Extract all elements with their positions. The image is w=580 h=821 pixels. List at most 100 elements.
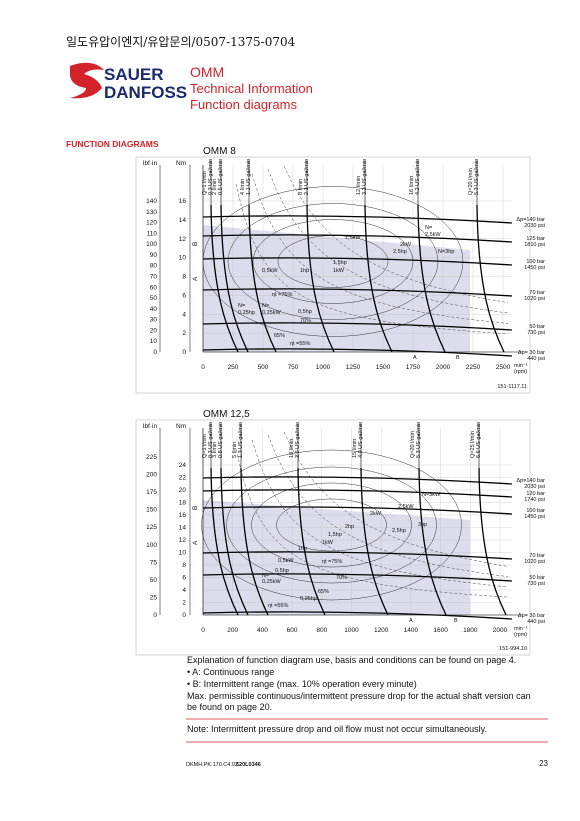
flow-line — [306, 204, 335, 353]
curve-label: ηt =75% — [322, 559, 342, 565]
x-tick-label: 2250 — [466, 364, 481, 371]
pressure-label: 1450 psi — [524, 265, 545, 271]
range-mark: A — [192, 540, 199, 545]
pressure-label: 1740 psi — [524, 497, 545, 503]
pressure-label: 440 psi — [527, 356, 545, 362]
curve-label: N= — [238, 303, 245, 309]
flow-label: Q=20 l/min — [410, 431, 416, 458]
diagram-title: OMM 8 — [203, 146, 236, 157]
header-note: 일도유압이엔지/유압문의/0507-1375-0704 — [66, 35, 296, 49]
lbf-tick-label: 225 — [146, 454, 157, 461]
curve-label: 2kW — [370, 511, 382, 517]
note: Note: Intermittent pressure drop and oil… — [187, 724, 487, 734]
nm-tick-label: 14 — [179, 217, 187, 224]
x-tick-label: 1250 — [346, 364, 361, 371]
logo: SAUER DANFOSS — [70, 62, 187, 102]
pressure-label: 70 bar — [529, 290, 545, 296]
nm-tick-label: 2 — [182, 600, 186, 607]
flow-label: 5 l/min — [232, 442, 238, 458]
lbf-tick-label: 140 — [146, 198, 157, 205]
pressure-label: 50 bar — [529, 324, 545, 330]
curve-label: ηt =55% — [290, 341, 310, 347]
flow-label: 4.2 US gal/min — [415, 159, 421, 195]
nm-tick-label: 14 — [179, 525, 187, 532]
nm-tick-label: 6 — [182, 575, 186, 582]
nm-tick-label: 8 — [182, 562, 186, 569]
curve-label: 1hp — [298, 546, 307, 552]
flow-line — [476, 204, 505, 353]
curve-label: 0,5kW — [278, 558, 294, 564]
curve-label: 2,5kW — [398, 504, 414, 510]
range-mark: B — [192, 242, 199, 246]
x-tick-label: 1000 — [344, 627, 359, 634]
subtitle: Function diagrams — [190, 97, 297, 112]
curve-label: ηt =75% — [272, 292, 292, 298]
nm-tick-label: 16 — [179, 512, 187, 519]
explanation-line: • B: Intermittent range (max. 10% operat… — [187, 679, 417, 689]
pressure-label: 50 bar — [529, 575, 545, 581]
flow-label: 5.3 US gal/min — [474, 159, 480, 195]
flow-line — [210, 204, 239, 353]
flow-label: 3.2 US gal/min — [362, 159, 368, 195]
pressure-line — [202, 322, 513, 331]
unit-label: lbf·in — [143, 423, 157, 430]
flow-label: 10 l/min — [289, 439, 295, 458]
nm-tick-label: 12 — [179, 236, 187, 243]
curve-label: A — [409, 618, 413, 624]
x-tick-label: 2000 — [436, 364, 451, 371]
nm-tick-label: 18 — [179, 500, 187, 507]
curve-label: 70% — [300, 318, 311, 324]
diagram-frame — [135, 419, 531, 656]
intermittent-range — [203, 500, 470, 615]
pressure-label: 70 bar — [529, 553, 545, 559]
curve-label: 0,25hp — [238, 310, 255, 316]
flow-line — [210, 467, 239, 616]
curve-label: 1kW — [322, 540, 334, 546]
lbf-tick-label: 70 — [150, 274, 158, 281]
power-curve — [283, 165, 509, 303]
flow-label: 3 l/min — [212, 442, 218, 458]
curve-label: 0,25kW — [262, 579, 281, 585]
x-tick-label: 2500 — [496, 364, 511, 371]
pressure-label: 730 psi — [527, 330, 545, 336]
lbf-tick-label: 130 — [146, 209, 157, 216]
flow-label: 1.1 US gal/min — [246, 159, 252, 195]
power-curve — [235, 183, 509, 335]
lbf-tick-label: 0 — [153, 612, 157, 619]
nm-tick-label: 8 — [182, 274, 186, 281]
nm-tick-label: 0 — [182, 612, 186, 619]
curve-label: B — [456, 355, 460, 361]
explanation: Explanation of function diagram use, bas… — [186, 655, 548, 743]
pressure-line — [202, 288, 513, 297]
x-tick-label: 600 — [287, 627, 298, 634]
x-unit: (rpm) — [514, 632, 527, 638]
lbf-tick-label: 110 — [147, 230, 158, 237]
curve-label: 1,5hp — [333, 260, 347, 266]
function-diagram: OMM 816141210864201401301201101009080706… — [135, 146, 545, 394]
subtitle: Technical Information — [190, 81, 313, 96]
flow-line — [360, 467, 389, 616]
flow-label: 0.3 US gal/min — [208, 159, 214, 195]
unit-label: Nm — [176, 423, 186, 430]
lbf-tick-label: 80 — [150, 263, 158, 270]
curve-label: ηt =55% — [268, 603, 288, 609]
doc-code: 520L0346 — [236, 762, 261, 768]
efficiency-contour — [276, 498, 387, 552]
diagram-title: OMM 12,5 — [203, 409, 250, 420]
flow-label: 5.3 US gal/min — [416, 422, 422, 458]
flow-label: 0.3 US gal/min — [208, 422, 214, 458]
curve-label: 0,25hp — [300, 596, 317, 602]
x-tick-label: 1500 — [376, 364, 391, 371]
lbf-tick-label: 25 — [150, 594, 158, 601]
curve-label: 2,5hp — [392, 528, 406, 534]
nm-tick-label: 10 — [179, 550, 187, 557]
flow-line — [240, 467, 269, 616]
product: OMM — [190, 64, 224, 80]
pressure-label: Δp=140 bar — [516, 478, 545, 484]
flow-label: 6.6 US gal/min — [476, 422, 482, 458]
flow-label: 16 l/min — [409, 176, 415, 195]
function-diagram: OMM 12,524222018161412108642022520017515… — [135, 409, 545, 656]
pressure-label: 2030 psi — [524, 484, 545, 490]
flow-line — [220, 204, 249, 353]
